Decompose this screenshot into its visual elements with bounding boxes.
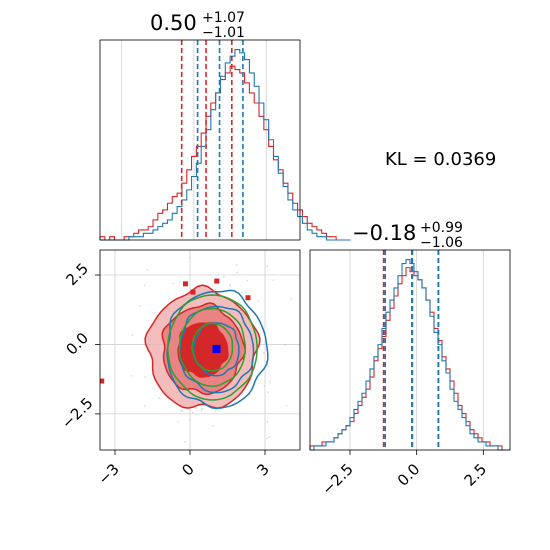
marginal-y-title-minus: −1.06 <box>420 235 463 251</box>
joint-scatter-point <box>269 381 271 383</box>
joint-scatter-point <box>268 365 270 368</box>
joint-scatter-point <box>189 256 191 259</box>
joint-scatter-point <box>267 391 269 394</box>
joint-scatter-point <box>180 409 182 411</box>
marginal-x-title-plus: +1.07 <box>202 10 245 26</box>
marginal-y-series-0 <box>309 267 510 451</box>
marginal-x-panel: 0.50 +1.07 −1.01 <box>99 10 351 241</box>
joint-scatter-point <box>229 283 231 286</box>
marginal-x-title-median: 0.50 <box>150 11 197 35</box>
joint-outlier <box>214 278 220 284</box>
joint-scatter-point <box>116 480 118 482</box>
joint-center-marker <box>198 345 207 354</box>
joint-contour-line-1-2 <box>193 322 240 377</box>
joint-scatter-point <box>262 352 265 354</box>
joint-scatter-point <box>214 410 217 412</box>
joint-scatter-point <box>339 334 341 336</box>
joint-frame <box>99 249 301 451</box>
joint-scatter-point <box>266 437 268 440</box>
joint-scatter-point <box>172 282 174 285</box>
joint-y-tick-label: 0.0 <box>62 329 92 359</box>
joint-outlier <box>190 289 196 295</box>
joint-scatter-point <box>184 441 186 443</box>
joint-panel: −3 0 3 2.5 0.0 −2.5 <box>58 225 341 488</box>
joint-scatter-point <box>216 409 219 412</box>
joint-scatter-point <box>263 385 266 387</box>
joint-scatter-point <box>239 303 241 305</box>
joint-scatter-point <box>130 374 133 377</box>
joint-y-tick-label: 2.5 <box>62 259 92 289</box>
joint-x-tick-label: −3 <box>94 460 122 488</box>
marginal-x-frame <box>99 39 301 241</box>
joint-scatter-point <box>190 225 192 227</box>
joint-scatter-point <box>285 404 288 407</box>
joint-scatter-point <box>144 376 146 378</box>
joint-scatter-point <box>229 285 231 287</box>
marginal-y-panel: −0.18 +0.99 −1.06 −2.5 0.0 2.5 <box>309 220 511 499</box>
marginal-x-series-1 <box>100 48 351 241</box>
marginal-y-tick-label: 2.5 <box>461 460 491 490</box>
joint-scatter-point <box>272 279 275 282</box>
marginal-x-series-0 <box>99 65 351 241</box>
joint-scatter-point <box>188 419 191 421</box>
joint-scatter-point <box>201 408 203 410</box>
joint-scatter-point <box>194 407 197 409</box>
joint-scatter-point <box>212 425 214 427</box>
joint-scatter-point <box>181 410 184 413</box>
joint-scatter-point <box>192 411 194 414</box>
joint-x-tick-label: 0 <box>178 460 197 479</box>
joint-scatter-point <box>139 305 142 307</box>
joint-scatter-point <box>235 264 238 266</box>
marginal-y-frame <box>309 249 511 451</box>
joint-outlier <box>183 281 188 287</box>
joint-contour-line-2-1 <box>178 307 247 387</box>
joint-scatter-point <box>266 265 269 268</box>
joint-scatter-point <box>266 420 269 423</box>
joint-x-tick-label: 3 <box>253 460 272 479</box>
joint-scatter-point <box>255 321 257 324</box>
joint-scatter-point <box>200 409 203 411</box>
joint-scatter-point <box>290 298 293 300</box>
joint-scatter-point <box>246 279 249 282</box>
marginal-y-series-1 <box>310 258 510 451</box>
joint-contour-line-2-2 <box>191 322 234 372</box>
joint-scatter-point <box>143 284 146 287</box>
joint-scatter-point <box>284 344 286 346</box>
marginal-y-tick-label: 0.0 <box>394 460 424 490</box>
joint-outlier <box>100 378 105 384</box>
joint-scatter-point <box>146 269 149 271</box>
joint-scatter-point <box>236 271 238 274</box>
joint-scatter-point <box>176 420 179 423</box>
joint-scatter-point <box>131 334 134 337</box>
joint-scatter-point <box>232 404 235 407</box>
joint-outlier <box>245 295 251 301</box>
joint-scatter-point <box>143 405 146 407</box>
joint-scatter-point <box>179 281 182 283</box>
joint-y-tick-label: −2.5 <box>58 394 96 432</box>
joint-contour-line-0-2 <box>177 321 229 378</box>
joint-center-marker <box>212 344 221 353</box>
joint-contour-line-0-1 <box>161 302 247 396</box>
marginal-y-title-median: −0.18 <box>352 221 416 245</box>
marginal-y-title-plus: +0.99 <box>420 220 463 236</box>
joint-scatter-point <box>158 397 161 399</box>
marginal-y-tick-label: −2.5 <box>318 460 356 498</box>
kl-annotation: KL = 0.0369 <box>385 149 496 170</box>
joint-scatter-point <box>257 300 260 302</box>
joint-scatter-point <box>268 436 271 438</box>
joint-scatter-point <box>235 401 238 404</box>
joint-scatter-point <box>240 291 243 294</box>
marginal-x-title-minus: −1.01 <box>202 25 245 41</box>
joint-scatter-point <box>249 393 251 396</box>
joint-scatter-point <box>245 291 247 294</box>
joint-contour-line-2-0 <box>167 294 258 401</box>
joint-scatter-point <box>155 315 158 318</box>
joint-scatter-point <box>222 276 225 278</box>
joint-scatter-point <box>265 360 268 363</box>
